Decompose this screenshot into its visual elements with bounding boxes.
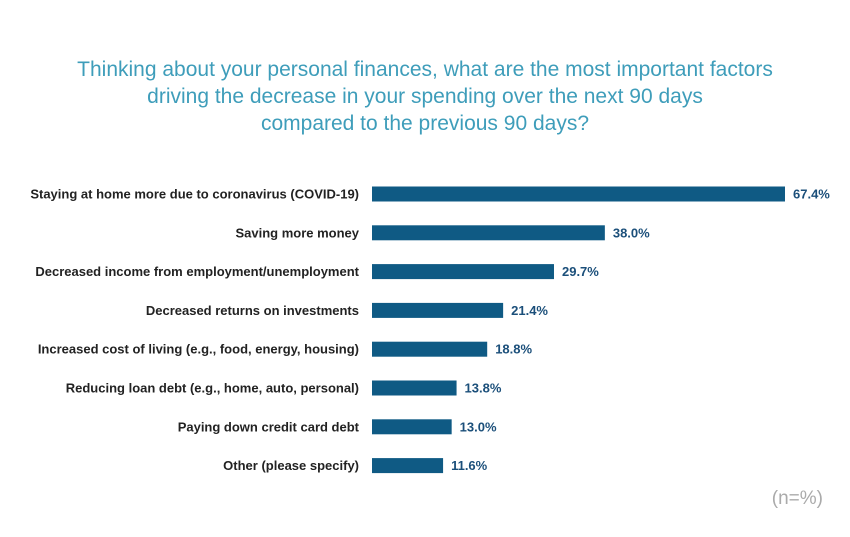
chart-title: Thinking about your personal finances, w… xyxy=(0,56,850,137)
value-label: 13.0% xyxy=(460,419,497,434)
value-label: 21.4% xyxy=(511,303,548,318)
bar xyxy=(372,419,452,435)
chart-title-line-3: compared to the previous 90 days? xyxy=(260,112,590,135)
category-label: Increased cost of living (e.g., food, en… xyxy=(38,342,359,357)
chart-title-line-2: driving the decrease in your spending ov… xyxy=(147,85,703,108)
bar xyxy=(372,458,444,474)
value-label: 18.8% xyxy=(495,342,532,357)
bar xyxy=(372,302,504,318)
value-label: 13.8% xyxy=(465,381,502,396)
category-label: Decreased returns on investments xyxy=(146,303,359,318)
value-label: 38.0% xyxy=(613,225,650,240)
category-label: Other (please specify) xyxy=(223,458,359,473)
category-label: Reducing loan debt (e.g., home, auto, pe… xyxy=(66,381,359,396)
value-label: 11.6% xyxy=(451,458,488,473)
category-label: Saving more money xyxy=(235,225,359,240)
bar xyxy=(372,225,605,241)
category-label: Decreased income from employment/unemplo… xyxy=(35,264,359,279)
bar xyxy=(372,380,457,396)
sample-note: (n=%) xyxy=(771,488,823,509)
value-label: 67.4% xyxy=(793,187,830,202)
category-label: Staying at home more due to coronavirus … xyxy=(30,187,359,202)
bar xyxy=(372,341,488,357)
bar xyxy=(372,264,554,280)
value-label: 29.7% xyxy=(562,264,599,279)
category-label: Paying down credit card debt xyxy=(178,419,360,434)
chart-title-line-1: Thinking about your personal finances, w… xyxy=(77,58,773,81)
bar xyxy=(372,186,785,202)
